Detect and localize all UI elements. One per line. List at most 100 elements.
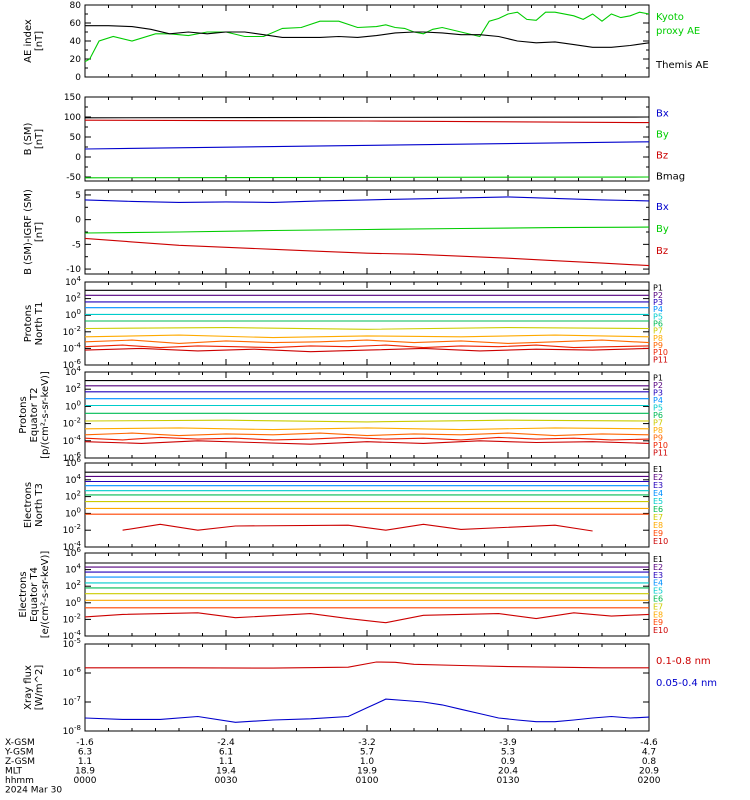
panel-2-legend-bz: Bz xyxy=(656,151,668,162)
panel-6-legend-e6: E6 xyxy=(653,505,663,514)
panel-7-legend-e7: E7 xyxy=(653,602,663,611)
panel-7-ytick-label: 106 xyxy=(65,546,81,559)
panel-7-ytick-label: 10-2 xyxy=(63,612,81,625)
panel-1-ytick-label: 60 xyxy=(70,19,82,29)
panel-4-ytick-label: 10-6 xyxy=(63,358,82,371)
panel-5-legend-p4: P4 xyxy=(653,396,663,405)
panel-6-legend-e2: E2 xyxy=(653,473,663,482)
time-axis-value: 6.3 xyxy=(78,748,92,758)
panel-4-legend-p3: P3 xyxy=(653,298,663,307)
panel-3-series-bx xyxy=(84,196,650,203)
time-axis-value: 5.7 xyxy=(360,748,374,758)
panel-1-series-themis-ae xyxy=(85,25,650,48)
panel-1-ytick-label: 20 xyxy=(70,55,82,65)
panel-5-legend-p3: P3 xyxy=(653,389,663,398)
panel-3-ytick-label: 5 xyxy=(75,191,81,201)
panel-3-ytick-label: -10 xyxy=(66,265,81,275)
time-axis-value: 0200 xyxy=(638,776,661,786)
panel-7-legend-e2: E2 xyxy=(653,563,663,572)
panel-4-ylabel: ProtonsNorth T1 xyxy=(23,302,45,346)
panel-2-ylabel: B (SM)[nT] xyxy=(23,122,45,155)
time-axis-value: 1.1 xyxy=(219,757,233,767)
panel-2-ytick-label: 100 xyxy=(64,113,81,123)
panel-1-ytick-label: 40 xyxy=(70,37,82,47)
panel-7-ytick-label: 10-4 xyxy=(63,629,82,642)
panel-4-frame xyxy=(84,281,650,366)
panel-1-legend-proxy-ae: proxy AE xyxy=(656,26,700,37)
panel-5-ytick-label: 10-6 xyxy=(63,451,82,464)
panel-4-series-p9 xyxy=(84,339,650,344)
panel-6-ytick-label: 10-2 xyxy=(63,523,81,536)
panel-2-ytick-label: 50 xyxy=(70,133,82,143)
panel-8-ytick-label: 10-7 xyxy=(63,695,81,708)
panel-5-legend-p7: P7 xyxy=(653,418,663,427)
time-axis-value: -1.6 xyxy=(76,738,94,748)
panel-1-ytick-label: 80 xyxy=(70,1,82,11)
panel-5-ytick-label: 104 xyxy=(65,365,81,378)
panel-6-legend-e9: E9 xyxy=(653,529,663,538)
time-axis-value: 1.0 xyxy=(360,757,375,767)
panel-2-legend-bx: Bx xyxy=(656,109,669,120)
panel-6-ylabel: ElectronsNorth T3 xyxy=(23,482,45,528)
time-axis-value: 0100 xyxy=(356,776,379,786)
panel-5-ytick-label: 100 xyxy=(65,399,81,412)
panel-8-legend-0-1-0-8-nm: 0.1-0.8 nm xyxy=(656,656,711,667)
panel-2-legend-bmag: Bmag xyxy=(656,172,685,183)
panel-1-series-kyoto-proxy-ae xyxy=(84,11,650,63)
time-axis-value: 6.1 xyxy=(219,748,233,758)
time-axis-value: 4.7 xyxy=(642,748,656,758)
panel-4-legend-p2: P2 xyxy=(653,291,663,300)
panel-7-ytick-label: 102 xyxy=(65,579,81,592)
time-axis-label-z-gsm: Z-GSM xyxy=(5,757,35,767)
panel-4-legend-p4: P4 xyxy=(653,305,663,314)
panel-6-ytick-label: 106 xyxy=(65,456,81,469)
panel-7-legend-e8: E8 xyxy=(653,610,663,619)
panel-6-frame xyxy=(84,462,650,548)
panel-2-frame xyxy=(84,96,650,182)
panel-7-ytick-label: 100 xyxy=(65,596,81,609)
panel-4-legend-p10: P10 xyxy=(653,348,668,357)
time-axis-value: 1.1 xyxy=(78,757,92,767)
panel-4-ytick-label: 100 xyxy=(65,308,81,321)
panel-5-ytick-label: 10-2 xyxy=(63,417,81,430)
panel-4-legend-p8: P8 xyxy=(653,334,663,343)
panel-3-series-by xyxy=(84,226,650,234)
panel-4-legend-p1: P1 xyxy=(653,284,663,293)
panel-3-ylabel: B (SM)-IGRF (SM)[nT] xyxy=(23,189,45,275)
time-axis-label-y-gsm: Y-GSM xyxy=(4,748,33,758)
panel-5-series-p8 xyxy=(84,427,650,431)
panel-5-legend-p6: P6 xyxy=(653,411,663,420)
panel-5-ytick-label: 10-4 xyxy=(63,434,82,447)
panel-1-frame xyxy=(84,4,650,78)
panel-6-ytick-label: 102 xyxy=(65,490,81,503)
panel-2-legend-by: By xyxy=(656,130,669,141)
panel-5-ytick-label: 102 xyxy=(65,382,81,395)
panel-4-ytick-label: 10-4 xyxy=(63,341,82,354)
time-axis-value: -2.4 xyxy=(217,738,235,748)
time-axis-value: 0.8 xyxy=(642,757,657,767)
time-axis-value: 19.4 xyxy=(216,767,236,777)
panel-2-series-bmag xyxy=(84,116,650,119)
time-axis-value: -3.9 xyxy=(499,738,517,748)
panel-5-legend-p1: P1 xyxy=(653,374,663,383)
panel-7-legend-e3: E3 xyxy=(653,571,663,580)
panel-4-series-p11 xyxy=(84,347,650,353)
panel-6-legend-e10: E10 xyxy=(653,537,668,546)
panel-5-series-p10 xyxy=(84,436,650,441)
panel-1-legend-kyoto: Kyoto xyxy=(656,12,684,23)
panel-5-legend-p8: P8 xyxy=(653,426,663,435)
panel-2-series-by xyxy=(84,176,650,179)
time-axis-value: 20.9 xyxy=(639,767,659,777)
panel-6-legend-e3: E3 xyxy=(653,481,663,490)
panel-6-legend-e5: E5 xyxy=(653,497,663,506)
panel-8-ytick-label: 10-5 xyxy=(63,637,81,650)
panel-7-legend-e9: E9 xyxy=(653,618,663,627)
time-axis-label-mlt: MLT xyxy=(5,767,23,777)
panel-8-ytick-label: 10-6 xyxy=(63,666,82,679)
time-axis-value: 0130 xyxy=(497,776,520,786)
panel-4-ytick-label: 104 xyxy=(65,275,81,288)
panel-5-legend-p9: P9 xyxy=(653,433,663,442)
panel-7-legend-e1: E1 xyxy=(653,555,663,564)
panel-2-series-bx xyxy=(84,141,650,150)
